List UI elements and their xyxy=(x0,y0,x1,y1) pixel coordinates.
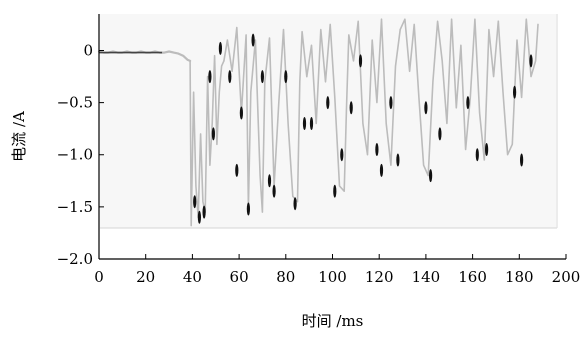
data-point xyxy=(358,54,363,68)
x-tick-label: 60 xyxy=(230,268,249,286)
data-point xyxy=(251,33,255,47)
x-tick-label: 160 xyxy=(458,268,487,286)
data-point xyxy=(340,148,344,162)
x-tick-label: 0 xyxy=(94,268,104,286)
data-point xyxy=(379,163,384,177)
data-point xyxy=(429,169,433,183)
data-point xyxy=(529,54,533,68)
x-tick-label: 180 xyxy=(505,268,534,286)
series-line-4 xyxy=(399,18,500,177)
data-point xyxy=(326,96,330,110)
data-point xyxy=(520,153,524,167)
x-tick-label: 100 xyxy=(318,268,347,286)
data-point xyxy=(272,184,276,198)
data-point xyxy=(208,70,212,84)
data-point xyxy=(228,70,232,84)
x-tick-label: 140 xyxy=(412,268,441,286)
series-line-5 xyxy=(497,18,539,156)
data-point xyxy=(466,96,470,110)
y-axis-label: 电流 /A xyxy=(10,111,28,162)
x-tick-label: 200 xyxy=(552,268,581,286)
data-point xyxy=(475,148,479,162)
data-point xyxy=(438,127,442,141)
x-axis-label: 时间 /ms xyxy=(302,312,364,330)
y-tick-label: −0.5 xyxy=(57,94,93,112)
y-ticks: 0 −0.5 −1.0 −1.5 −2.0 xyxy=(57,41,104,268)
plot-area xyxy=(100,14,558,229)
data-point xyxy=(197,210,201,224)
data-point xyxy=(260,70,264,84)
data-point xyxy=(239,106,243,120)
data-point xyxy=(218,41,222,55)
series-line-3 xyxy=(305,18,402,192)
y-tick-label: −1.0 xyxy=(57,146,93,164)
data-point xyxy=(211,127,215,141)
data-point xyxy=(246,202,250,216)
data-point xyxy=(389,96,393,110)
x-tick-label: 40 xyxy=(183,268,202,286)
data-point xyxy=(267,174,272,188)
data-point xyxy=(235,163,239,177)
data-point xyxy=(202,205,206,219)
data-point xyxy=(309,117,314,130)
data-point xyxy=(284,70,288,84)
x-tick-label: 80 xyxy=(276,268,295,286)
data-point xyxy=(424,101,428,115)
data-point xyxy=(396,153,400,167)
data-point xyxy=(375,143,379,156)
data-point xyxy=(193,195,197,209)
x-tick-label: 120 xyxy=(365,268,394,286)
data-point xyxy=(333,184,337,198)
data-point xyxy=(349,101,353,115)
data-point xyxy=(293,197,297,211)
series-line-1 xyxy=(189,54,225,227)
y-tick-label: 0 xyxy=(83,41,93,59)
plot-background xyxy=(100,14,558,228)
y-tick-label: −2.0 xyxy=(57,250,93,268)
x-tick-label: 20 xyxy=(136,268,155,286)
data-point xyxy=(485,143,489,156)
series-layer xyxy=(97,18,539,227)
data-point xyxy=(302,117,307,130)
x-ticks: 0 20 40 60 80 100 120 140 160 180 200 xyxy=(94,254,580,286)
data-point xyxy=(513,85,517,99)
y-tick-label: −1.5 xyxy=(57,198,93,216)
